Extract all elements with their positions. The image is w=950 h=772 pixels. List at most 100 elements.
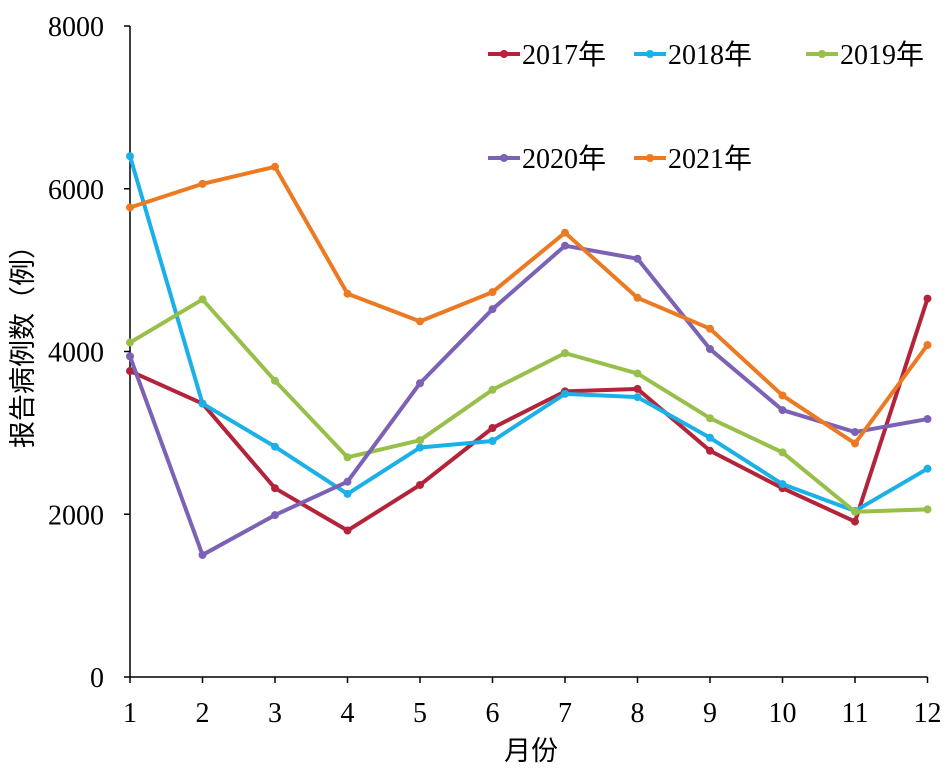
legend-swatch-marker — [500, 154, 508, 162]
data-point — [851, 507, 859, 516]
data-point — [923, 505, 932, 514]
data-point — [778, 391, 787, 400]
data-point — [343, 477, 352, 486]
data-point — [343, 526, 352, 535]
legend-label: 2017年 — [522, 39, 606, 71]
data-point — [778, 406, 787, 415]
data-point — [126, 152, 134, 161]
legend-item: 2018年 — [634, 39, 752, 71]
y-tick-label: 8000 — [48, 12, 104, 43]
data-point — [706, 446, 714, 455]
data-point — [561, 389, 569, 398]
data-point — [923, 415, 932, 424]
data-point — [633, 369, 642, 378]
legend-item: 2019年 — [806, 39, 924, 71]
data-point — [488, 305, 497, 314]
series-line — [128, 297, 928, 514]
data-point — [343, 489, 352, 498]
data-point — [416, 480, 424, 489]
data-point — [778, 480, 787, 489]
x-tick-label: 9 — [703, 698, 717, 729]
data-point — [271, 376, 279, 385]
data-point — [488, 288, 497, 297]
chart-axes — [124, 25, 929, 683]
data-point — [488, 385, 497, 394]
data-point — [923, 294, 932, 303]
data-point — [706, 433, 714, 442]
data-point — [343, 289, 352, 298]
series-line — [128, 243, 928, 557]
data-point — [416, 443, 424, 452]
data-point — [706, 414, 714, 423]
legend-swatch-marker — [500, 50, 508, 58]
series-line — [129, 297, 930, 533]
data-point — [851, 428, 859, 437]
series-2020年 — [126, 241, 932, 559]
x-tick-label: 6 — [486, 698, 500, 729]
data-point — [851, 517, 859, 526]
y-tick-label: 2000 — [48, 500, 104, 531]
legend-label: 2020年 — [522, 143, 606, 175]
series-line — [128, 155, 929, 513]
x-tick-label: 12 — [914, 698, 942, 729]
legend-swatch-marker — [646, 50, 654, 58]
data-point — [633, 293, 642, 302]
legend-item: 2021年 — [634, 143, 752, 175]
data-point — [416, 436, 424, 445]
legend-label: 2019年 — [840, 39, 924, 71]
data-point — [923, 464, 932, 473]
data-point — [561, 241, 569, 250]
x-tick-label: 11 — [842, 698, 869, 729]
series-2019年 — [126, 295, 932, 516]
data-point — [126, 367, 134, 376]
data-point — [126, 203, 134, 212]
legend-swatch-marker — [818, 50, 826, 58]
data-point — [633, 254, 642, 263]
data-point — [126, 338, 134, 347]
data-point — [706, 324, 714, 333]
legend-item: 2017年 — [488, 39, 606, 71]
chart-legend: 2017年 2018年 2019年 2020年 2021年 — [488, 39, 924, 175]
data-point — [561, 228, 569, 237]
chart-series — [126, 152, 932, 559]
series-2021年 — [126, 162, 932, 448]
x-tick-label: 3 — [268, 698, 282, 729]
x-axis-title: 月份 — [504, 736, 558, 767]
data-point — [706, 345, 714, 354]
x-tick-label: 4 — [341, 698, 355, 729]
x-tick-label: 1 — [123, 698, 137, 729]
data-point — [561, 349, 569, 358]
y-tick-label: 0 — [90, 663, 104, 694]
x-tick-label: 5 — [413, 698, 427, 729]
data-point — [923, 340, 932, 349]
data-point — [271, 511, 279, 520]
data-point — [633, 384, 642, 393]
data-point — [488, 423, 497, 432]
data-point — [851, 439, 859, 448]
x-tick-label: 7 — [558, 698, 572, 729]
data-point — [778, 448, 787, 457]
x-tick-label: 2 — [196, 698, 210, 729]
legend-label: 2021年 — [668, 143, 752, 175]
legend-item: 2020年 — [488, 143, 606, 175]
x-tick-label: 8 — [631, 698, 645, 729]
data-point — [343, 453, 352, 462]
y-tick-label: 4000 — [48, 338, 104, 369]
data-point — [416, 317, 424, 326]
series-2018年 — [126, 152, 932, 515]
x-tick-label: 10 — [769, 698, 797, 729]
data-point — [633, 393, 642, 402]
series-line — [129, 164, 930, 446]
data-point — [271, 484, 279, 493]
data-point — [198, 399, 207, 408]
data-point — [488, 437, 497, 446]
data-point — [198, 295, 207, 304]
data-point — [126, 352, 134, 361]
data-point — [198, 179, 207, 188]
y-axis-title: 报告病例数（例） — [8, 232, 39, 448]
legend-swatch-marker — [646, 154, 654, 162]
legend-label: 2018年 — [668, 39, 752, 71]
data-point — [271, 442, 279, 451]
data-point — [271, 162, 279, 171]
